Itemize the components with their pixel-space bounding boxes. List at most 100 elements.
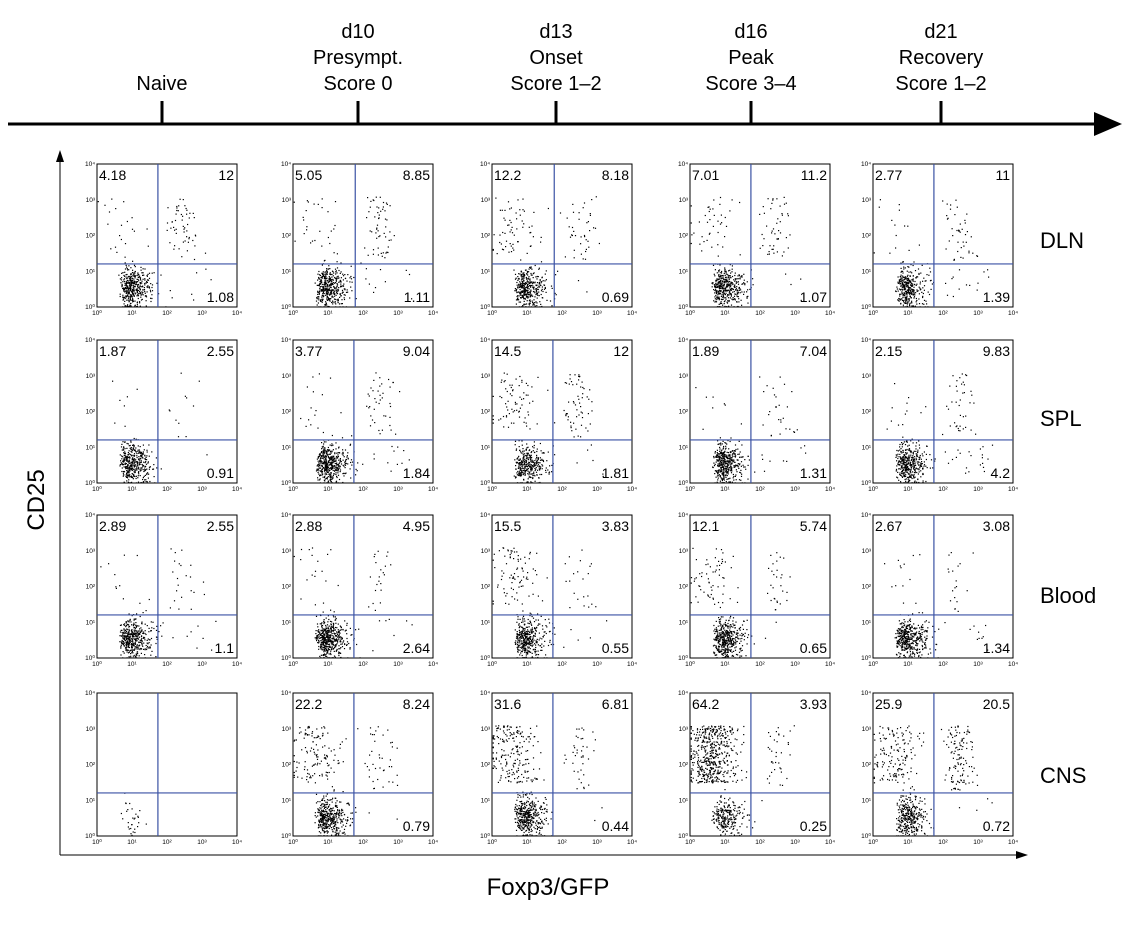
event-dot <box>338 277 340 279</box>
event-dot <box>727 440 729 442</box>
event-dot <box>522 454 524 456</box>
y-tick-label: 10³ <box>86 373 96 380</box>
event-dot <box>527 470 529 472</box>
timeline-stage: Naive <box>136 73 188 124</box>
event-dot <box>528 303 530 305</box>
event-dot <box>131 459 133 461</box>
event-dot <box>723 464 725 466</box>
event-dot <box>132 286 134 288</box>
event-dot <box>127 269 129 271</box>
event-dot <box>138 456 140 458</box>
event-dot <box>317 279 319 281</box>
x-tick-label: 10¹ <box>323 486 333 493</box>
event-dot <box>366 405 368 407</box>
event-dot <box>167 207 169 209</box>
event-dot <box>910 271 912 273</box>
pct-upper-right: 9.83 <box>983 343 1010 359</box>
event-dot <box>336 286 338 288</box>
event-dot <box>782 417 784 419</box>
event-dot <box>725 456 728 458</box>
event-dot <box>318 467 320 469</box>
event-dot <box>131 281 133 283</box>
timeline-stage-label: Recovery <box>899 47 983 69</box>
event-dot <box>904 456 906 458</box>
event-dot <box>121 463 123 465</box>
event-dot <box>505 415 508 417</box>
event-dot <box>137 477 139 479</box>
event-dot <box>505 388 507 390</box>
event-dot <box>372 253 374 255</box>
event-dot <box>904 459 906 461</box>
event-dot <box>719 458 721 460</box>
event-dot <box>331 276 333 278</box>
event-dot <box>323 260 325 262</box>
event-dot <box>524 287 526 289</box>
event-dot <box>776 198 778 200</box>
event-dot <box>942 433 944 436</box>
event-dot <box>525 460 528 462</box>
event-dot <box>522 463 524 465</box>
event-dot <box>130 273 132 275</box>
event-dot <box>127 477 129 479</box>
event-dot <box>521 287 523 289</box>
event-dot <box>574 374 576 376</box>
event-dot <box>525 448 527 451</box>
event-dot <box>903 458 905 460</box>
event-dot <box>965 467 968 469</box>
event-dot <box>578 414 580 416</box>
event-dot <box>920 462 922 464</box>
event-dot <box>723 288 725 290</box>
event-dot <box>532 461 534 463</box>
event-dot <box>337 463 339 466</box>
event-dot <box>731 268 733 270</box>
event-dot <box>754 471 756 473</box>
event-dot <box>521 220 523 222</box>
event-dot <box>944 451 946 453</box>
event-dot <box>718 271 720 273</box>
event-dot <box>717 279 719 281</box>
event-dot <box>515 290 517 292</box>
event-dot <box>917 478 919 480</box>
event-dot <box>501 397 503 399</box>
event-dot <box>901 467 903 469</box>
event-dot <box>524 453 526 455</box>
event-dot <box>332 469 334 472</box>
event-dot <box>148 468 150 470</box>
event-dot <box>386 203 388 205</box>
event-dot <box>729 451 731 453</box>
event-dot <box>578 379 580 381</box>
event-dot <box>901 299 904 301</box>
event-dot <box>125 281 127 283</box>
event-dot <box>690 222 692 224</box>
event-dot <box>901 460 903 462</box>
event-dot <box>734 272 736 274</box>
event-dot <box>122 471 125 473</box>
event-dot <box>716 475 719 477</box>
event-dot <box>136 288 138 290</box>
event-dot <box>349 444 351 446</box>
event-dot <box>536 282 539 284</box>
event-dot <box>307 201 309 203</box>
event-dot <box>121 283 123 285</box>
event-dot <box>340 303 342 305</box>
event-dot <box>901 444 903 446</box>
event-dot <box>738 453 740 455</box>
event-dot <box>569 236 572 238</box>
event-dot <box>796 429 798 431</box>
event-dot <box>124 297 126 300</box>
event-dot <box>355 468 357 470</box>
event-dot <box>336 277 338 279</box>
event-dot <box>333 461 335 463</box>
event-dot <box>324 288 326 290</box>
event-dot <box>896 288 898 290</box>
event-dot <box>182 225 184 227</box>
event-dot <box>150 283 152 285</box>
event-dot <box>912 280 914 282</box>
event-dot <box>719 465 721 467</box>
event-dot <box>330 458 332 460</box>
event-dot <box>507 426 510 428</box>
event-dot <box>787 213 789 215</box>
event-dot <box>590 444 592 446</box>
event-dot <box>520 275 522 277</box>
event-dot <box>912 462 914 465</box>
